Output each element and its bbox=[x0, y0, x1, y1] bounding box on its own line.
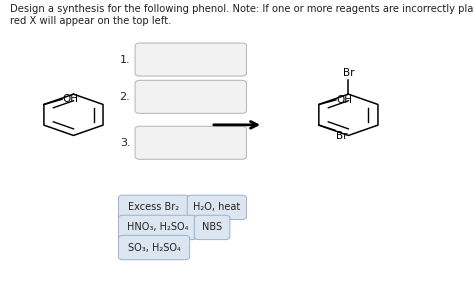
Text: Excess Br₂: Excess Br₂ bbox=[128, 202, 180, 212]
Text: OH: OH bbox=[63, 94, 79, 104]
Text: NBS: NBS bbox=[202, 222, 222, 232]
Text: HNO₃, H₂SO₄: HNO₃, H₂SO₄ bbox=[127, 222, 188, 232]
Text: Br: Br bbox=[336, 131, 347, 141]
FancyBboxPatch shape bbox=[118, 235, 190, 260]
FancyBboxPatch shape bbox=[135, 80, 246, 113]
Text: 1.: 1. bbox=[120, 55, 130, 65]
Text: 3.: 3. bbox=[120, 138, 130, 148]
FancyBboxPatch shape bbox=[194, 215, 230, 240]
FancyBboxPatch shape bbox=[135, 43, 246, 76]
Text: Br: Br bbox=[343, 68, 354, 78]
Text: Design a synthesis for the following phenol. Note: If one or more reagents are i: Design a synthesis for the following phe… bbox=[10, 4, 474, 14]
Text: OH: OH bbox=[337, 95, 353, 105]
Text: SO₃, H₂SO₄: SO₃, H₂SO₄ bbox=[128, 243, 181, 253]
Text: red X will appear on the top left.: red X will appear on the top left. bbox=[10, 16, 172, 26]
Text: 2.: 2. bbox=[119, 92, 130, 102]
FancyBboxPatch shape bbox=[118, 215, 197, 240]
FancyBboxPatch shape bbox=[187, 195, 246, 220]
FancyBboxPatch shape bbox=[135, 126, 246, 159]
FancyBboxPatch shape bbox=[118, 195, 190, 220]
Text: H₂O, heat: H₂O, heat bbox=[193, 202, 240, 212]
